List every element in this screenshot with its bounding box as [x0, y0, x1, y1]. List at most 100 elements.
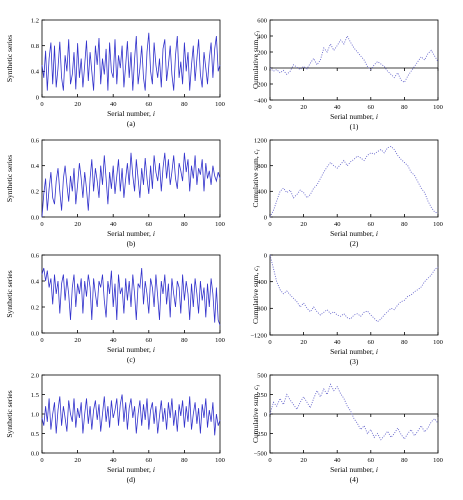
x-tick-label: 40 — [334, 221, 341, 228]
x-axis-label: Serial number, i — [330, 229, 378, 238]
x-tick-label: 40 — [110, 337, 117, 344]
series-line — [41, 152, 221, 218]
x-tick-label: 60 — [146, 457, 153, 464]
y-tick-label: −1200 — [250, 332, 267, 339]
panel-caption: (a) — [127, 119, 136, 128]
x-tick-label: 20 — [74, 457, 81, 464]
chart-panel-6: 0 20 40 60 80 100 −1200 −800 −400 0 Serial number,… — [250, 252, 443, 366]
y-tick-label: −400 — [254, 97, 267, 104]
x-tick-label: 100 — [215, 221, 225, 228]
x-tick-label: 20 — [74, 101, 81, 108]
series-line — [41, 394, 221, 436]
x-tick-label: 40 — [334, 457, 341, 464]
panel-caption: (2) — [350, 239, 359, 248]
y-tick-label: 0.4 — [31, 163, 40, 170]
plot-frame — [269, 139, 439, 218]
x-axis-label: Serial number, i — [330, 112, 378, 121]
x-axis-label: Serial number, i — [107, 109, 155, 118]
y-tick-label: 0 — [264, 411, 267, 418]
y-tick-label: 2.0 — [31, 372, 39, 379]
x-tick-label: 60 — [146, 221, 153, 228]
y-tick-label: 1.5 — [31, 392, 39, 399]
plot-frame — [41, 254, 221, 334]
y-tick-label: 0.4 — [31, 69, 40, 76]
y-tick-label: 1200 — [254, 137, 267, 144]
y-tick-label: 0.6 — [31, 137, 40, 144]
y-tick-label: −400 — [254, 279, 267, 286]
y-tick-label: −250 — [254, 431, 267, 438]
x-tick-label: 0 — [268, 457, 271, 464]
panel-caption: (4) — [350, 475, 359, 484]
x-tick-label: 60 — [368, 457, 375, 464]
chart-panel-5: 0 20 40 60 80 100 0.0 0.2 0.4 0.6 Serial number, i… — [5, 252, 225, 364]
panel-caption: (d) — [127, 475, 136, 484]
x-tick-label: 80 — [181, 221, 188, 228]
y-tick-label: −500 — [254, 450, 267, 457]
chart-panel-2: 0 20 40 60 80 100 −400 −200 0 200 400 600 Serial num… — [251, 17, 443, 131]
x-tick-label: 60 — [368, 104, 375, 111]
plot-frame — [269, 19, 439, 101]
series-line — [269, 254, 439, 323]
y-tick-label: 1.2 — [31, 17, 39, 24]
x-tick-label: 80 — [401, 221, 408, 228]
x-tick-label: 20 — [300, 221, 307, 228]
x-tick-label: 0 — [40, 337, 43, 344]
series-line — [41, 267, 221, 326]
y-tick-label: 0.2 — [31, 189, 39, 196]
x-tick-label: 40 — [334, 104, 341, 111]
x-tick-label: 100 — [433, 457, 443, 464]
x-tick-label: 0 — [268, 104, 271, 111]
x-tick-label: 100 — [215, 337, 225, 344]
y-axis-label: Synthetic series — [5, 390, 14, 437]
x-tick-label: 40 — [110, 221, 117, 228]
y-tick-label: −200 — [254, 81, 267, 88]
panel-caption: (c) — [127, 355, 136, 364]
chart-panel-1: 0 20 40 60 80 100 0 0.4 0.8 1.2 Serial number, i Sy… — [5, 17, 225, 128]
y-tick-label: 0.2 — [31, 304, 39, 311]
x-tick-label: 20 — [300, 339, 307, 346]
x-tick-label: 0 — [268, 221, 271, 228]
x-tick-label: 100 — [215, 101, 225, 108]
x-axis-label: Serial number, i — [330, 347, 378, 356]
chart-panel-3: 0 20 40 60 80 100 0.0 0.2 0.4 0.6 Serial number, i… — [5, 137, 225, 248]
panel-caption: (b) — [127, 239, 136, 248]
x-tick-label: 0 — [40, 221, 43, 228]
x-tick-label: 40 — [110, 101, 117, 108]
y-axis-label: Cumulative sum, ci — [251, 385, 262, 443]
series-line — [269, 145, 439, 218]
x-axis-label: Serial number, i — [107, 229, 155, 238]
x-tick-label: 60 — [368, 221, 375, 228]
panel-caption: (3) — [350, 357, 359, 366]
y-axis-label: Cumulative sum, ci — [251, 266, 262, 324]
series-line — [269, 383, 439, 441]
y-tick-label: 0.0 — [31, 450, 39, 457]
series-line — [41, 32, 221, 91]
plot-frame — [41, 19, 221, 98]
x-tick-label: 0 — [40, 457, 43, 464]
y-tick-label: 0 — [264, 252, 267, 259]
y-tick-label: 200 — [257, 49, 267, 56]
x-tick-label: 40 — [110, 457, 117, 464]
y-tick-label: 600 — [257, 17, 267, 24]
x-tick-label: 80 — [181, 337, 188, 344]
y-tick-label: 1.0 — [31, 411, 39, 418]
y-axis-label: Synthetic series — [5, 270, 14, 317]
x-tick-label: 20 — [300, 104, 307, 111]
x-tick-label: 20 — [300, 457, 307, 464]
y-tick-label: 500 — [257, 372, 267, 379]
x-tick-label: 60 — [146, 101, 153, 108]
y-axis-label: Cumulative sum, ci — [251, 31, 262, 89]
chart-panel-7: 0 20 40 60 80 100 0.0 0.5 1.0 1.5 2.0 Serial number… — [5, 372, 225, 484]
plot-frame — [269, 254, 439, 336]
chart-panel-8: 0 20 40 60 80 100 −500 −250 0 250 500 Serial number… — [251, 372, 443, 484]
y-tick-label: 250 — [257, 392, 267, 399]
x-axis-label: Serial number, i — [107, 345, 155, 354]
y-tick-label: 0.4 — [31, 278, 40, 285]
y-tick-label: −800 — [254, 306, 267, 313]
x-tick-label: 80 — [181, 457, 188, 464]
x-tick-label: 80 — [401, 104, 408, 111]
y-tick-label: 0.0 — [31, 330, 39, 337]
y-tick-label: 0.0 — [31, 214, 39, 221]
x-tick-label: 20 — [74, 337, 81, 344]
